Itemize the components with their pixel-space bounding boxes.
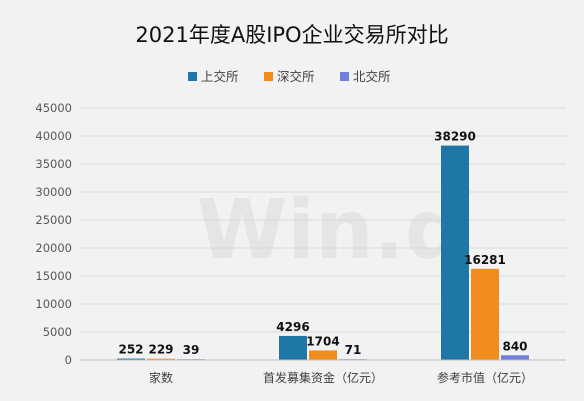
data-label: 840 [502, 339, 527, 353]
y-tick-label: 35000 [35, 157, 72, 171]
legend-label: 上交所 [201, 69, 239, 84]
legend-swatch [340, 72, 349, 81]
data-label: 39 [183, 343, 200, 357]
category-label: 参考市值（亿元） [437, 370, 533, 385]
data-label: 229 [148, 343, 173, 357]
legend-swatch [188, 72, 197, 81]
y-tick-label: 40000 [35, 129, 72, 143]
bars [117, 145, 529, 360]
bar [471, 268, 499, 360]
y-tick-label: 30000 [35, 185, 72, 199]
y-tick-label: 45000 [35, 101, 72, 115]
y-tick-label: 25000 [35, 213, 72, 227]
bar [279, 335, 307, 360]
bar [147, 358, 175, 360]
legend: 上交所 深交所 北交所 [188, 69, 391, 84]
bar [309, 350, 337, 360]
gridlines [80, 107, 566, 361]
data-label: 16281 [464, 253, 506, 267]
watermark: Win.d [197, 183, 464, 278]
y-tick-label: 10000 [35, 297, 72, 311]
data-label: 252 [118, 343, 143, 357]
category-label: 家数 [149, 370, 173, 385]
bar [117, 358, 145, 360]
category-label: 首发募集资金（亿元） [263, 370, 383, 385]
bar [441, 145, 469, 360]
y-tick-label: 20000 [35, 241, 72, 255]
y-tick-label: 0 [65, 353, 72, 367]
legend-label: 深交所 [277, 69, 315, 84]
y-tick-label: 15000 [35, 269, 72, 283]
chart-title: 2021年度A股IPO企业交易所对比 [135, 23, 448, 47]
data-label: 1704 [306, 334, 339, 348]
data-label: 4296 [276, 320, 309, 334]
bar [501, 355, 529, 360]
legend-swatch [264, 72, 273, 81]
data-label: 38290 [434, 130, 476, 144]
data-label: 71 [345, 343, 362, 357]
legend-label: 北交所 [353, 69, 391, 84]
y-tick-label: 5000 [43, 325, 72, 339]
y-axis: 0 5000 10000 15000 20000 25000 30000 35000 40000… [35, 101, 72, 367]
x-axis: 家数 首发募集资金（亿元） 参考市值（亿元） [80, 359, 566, 385]
